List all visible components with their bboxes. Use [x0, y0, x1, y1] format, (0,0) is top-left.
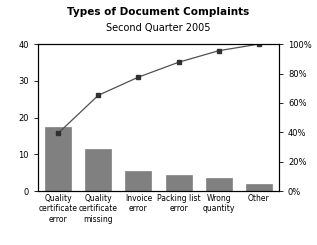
Text: Types of Document Complaints: Types of Document Complaints	[68, 7, 249, 17]
Text: Second Quarter 2005: Second Quarter 2005	[106, 23, 211, 33]
Bar	[45, 127, 71, 191]
Bar	[125, 171, 152, 191]
Bar	[206, 178, 232, 191]
Bar	[165, 174, 191, 191]
Bar	[246, 184, 272, 191]
Bar	[85, 149, 111, 191]
